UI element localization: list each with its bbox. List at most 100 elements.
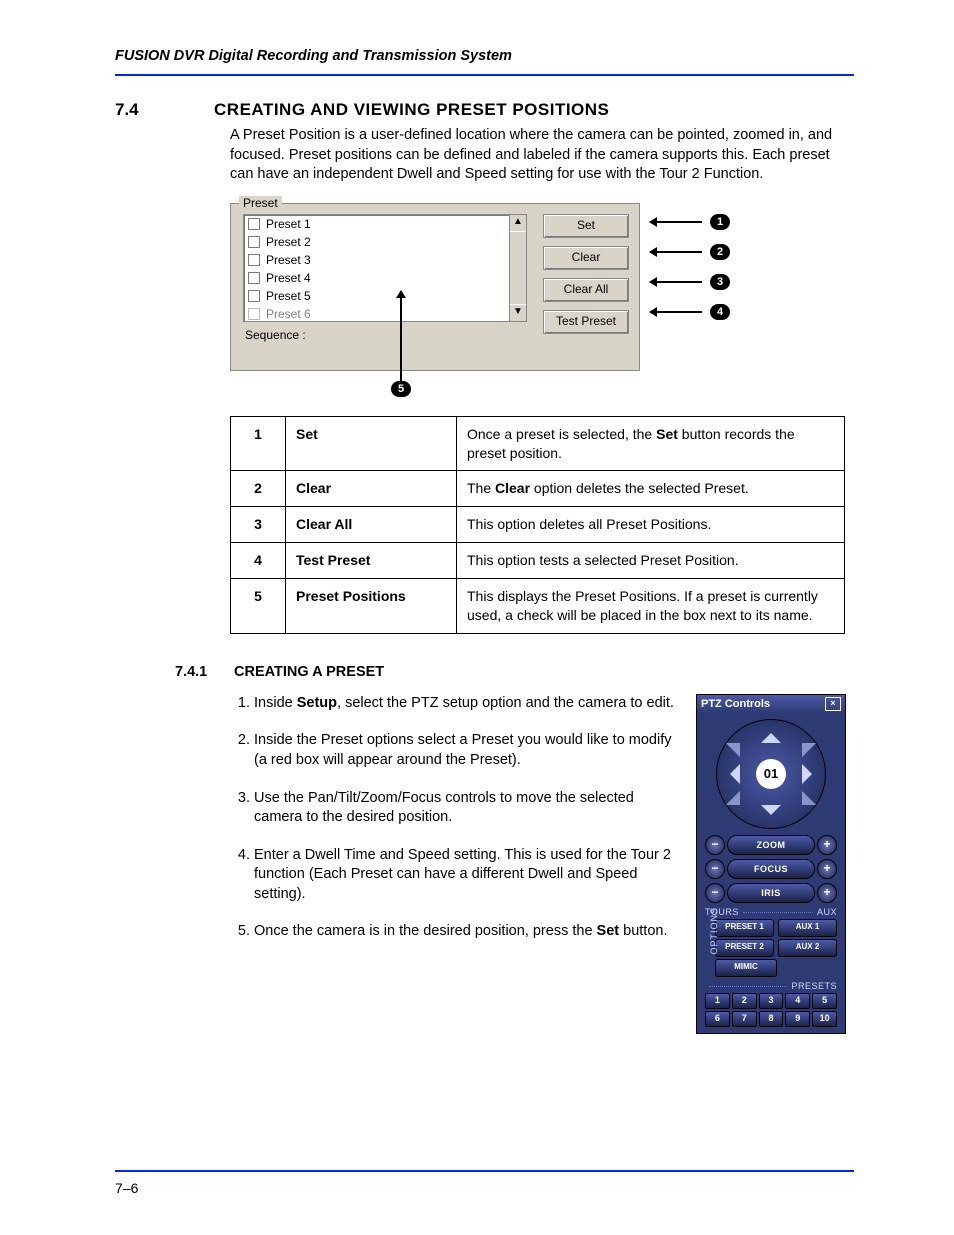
- preset-list[interactable]: Preset 1 Preset 2 Preset 3 Preset 4 Pres…: [243, 214, 527, 322]
- aux2-button[interactable]: AUX 2: [778, 939, 837, 957]
- ptz-dial: 01: [716, 719, 826, 829]
- callout-arrow: [650, 281, 702, 283]
- callout-badge: 4: [710, 304, 730, 320]
- preset-num-button[interactable]: 8: [759, 1011, 784, 1027]
- iris-close-button[interactable]: −: [705, 883, 725, 903]
- checkbox-icon[interactable]: [248, 290, 260, 302]
- preset-item-label: Preset 3: [266, 253, 311, 267]
- ptz-title: PTZ Controls: [701, 698, 770, 710]
- preset-list-item[interactable]: Preset 6: [244, 305, 526, 322]
- cell-desc: This option deletes all Preset Positions…: [457, 507, 845, 543]
- callout-arrow: [650, 311, 702, 313]
- table-row: 5 Preset Positions This displays the Pre…: [231, 579, 845, 634]
- preset-num-button[interactable]: 6: [705, 1011, 730, 1027]
- aux1-button[interactable]: AUX 1: [778, 919, 837, 937]
- zoom-out-button[interactable]: −: [705, 835, 725, 855]
- callout-badge: 2: [710, 244, 730, 260]
- cell-num: 3: [231, 507, 286, 543]
- preset-num-button[interactable]: 10: [812, 1011, 837, 1027]
- ptz-panel: PTZ Controls × 01 −ZOOM+ −FOCUS+ −IRIS+ …: [696, 694, 846, 1034]
- preset2-button[interactable]: PRESET 2: [715, 939, 774, 957]
- callout-arrow: [400, 291, 402, 383]
- focus-out-button[interactable]: −: [705, 859, 725, 879]
- preset-list-item[interactable]: Preset 4: [244, 269, 526, 287]
- preset-item-label: Preset 2: [266, 235, 311, 249]
- step-item: Inside the Preset options select a Prese…: [254, 731, 674, 770]
- iris-open-button[interactable]: +: [817, 883, 837, 903]
- checkbox-icon[interactable]: [248, 254, 260, 266]
- set-button[interactable]: Set: [543, 214, 629, 238]
- preset-num-button[interactable]: 4: [785, 993, 810, 1009]
- pan-right-icon[interactable]: [802, 764, 822, 784]
- preset-num-button[interactable]: 7: [732, 1011, 757, 1027]
- step-item: Use the Pan/Tilt/Zoom/Focus controls to …: [254, 789, 674, 828]
- cell-desc: This displays the Preset Positions. If a…: [457, 579, 845, 634]
- callout-badge: 3: [710, 274, 730, 290]
- zoom-in-button[interactable]: +: [817, 835, 837, 855]
- checkbox-icon[interactable]: [248, 218, 260, 230]
- focus-in-button[interactable]: +: [817, 859, 837, 879]
- step-item: Once the camera is in the desired positi…: [254, 922, 674, 942]
- checkbox-icon[interactable]: [248, 272, 260, 284]
- preset-table: 1 Set Once a preset is selected, the Set…: [230, 416, 845, 634]
- iris-label: IRIS: [727, 883, 815, 903]
- cell-desc: The Clear option deletes the selected Pr…: [457, 471, 845, 507]
- subsection-number: 7.4.1: [175, 664, 230, 680]
- camera-number: 01: [756, 759, 786, 789]
- preset-num-button[interactable]: 9: [785, 1011, 810, 1027]
- cell-num: 4: [231, 543, 286, 579]
- preset-num-button[interactable]: 2: [732, 993, 757, 1009]
- preset1-button[interactable]: PRESET 1: [715, 919, 774, 937]
- page-number: 7–6: [115, 1180, 138, 1196]
- pan-down-icon[interactable]: [761, 805, 781, 825]
- zoom-label: ZOOM: [727, 835, 815, 855]
- table-row: 2 Clear The Clear option deletes the sel…: [231, 471, 845, 507]
- header-rule: [115, 74, 854, 76]
- section-para: A Preset Position is a user-defined loca…: [230, 126, 854, 185]
- scroll-down-icon[interactable]: ▼: [510, 304, 526, 321]
- cell-name: Clear All: [286, 507, 457, 543]
- footer-rule: [115, 1170, 854, 1172]
- cell-name: Preset Positions: [286, 579, 457, 634]
- pan-up-icon[interactable]: [761, 723, 781, 743]
- cell-num: 2: [231, 471, 286, 507]
- callout-arrow: [650, 221, 702, 223]
- preset-num-button[interactable]: 1: [705, 993, 730, 1009]
- test-preset-button[interactable]: Test Preset: [543, 310, 629, 334]
- sequence-label: Sequence :: [245, 328, 306, 342]
- section-heading: 7.4 CREATING AND VIEWING PRESET POSITION…: [115, 100, 854, 120]
- callout-badge: 1: [710, 214, 730, 230]
- cell-desc: Once a preset is selected, the Set butto…: [457, 416, 845, 471]
- preset-list-item[interactable]: Preset 2: [244, 233, 526, 251]
- checkbox-icon[interactable]: [248, 236, 260, 248]
- subsection-title: CREATING A PRESET: [234, 664, 384, 680]
- preset-num-button[interactable]: 5: [812, 993, 837, 1009]
- callout-badge: 5: [391, 381, 411, 397]
- cell-desc: This option tests a selected Preset Posi…: [457, 543, 845, 579]
- preset-num-button[interactable]: 3: [759, 993, 784, 1009]
- mimic-button[interactable]: MIMIC: [715, 959, 777, 977]
- table-row: 3 Clear All This option deletes all Pres…: [231, 507, 845, 543]
- steps-list: Inside Setup, select the PTZ setup optio…: [230, 694, 674, 1034]
- scrollbar[interactable]: ▲ ▼: [509, 215, 526, 321]
- doc-header: FUSION DVR Digital Recording and Transmi…: [115, 48, 854, 64]
- table-row: 4 Test Preset This option tests a select…: [231, 543, 845, 579]
- table-row: 1 Set Once a preset is selected, the Set…: [231, 416, 845, 471]
- cell-num: 5: [231, 579, 286, 634]
- preset-item-label: Preset 4: [266, 271, 311, 285]
- pan-left-icon[interactable]: [720, 764, 740, 784]
- preset-grid: 1 2 3 4 5 6 7 8 9 10: [705, 993, 837, 1027]
- clear-button[interactable]: Clear: [543, 246, 629, 270]
- preset-list-item[interactable]: Preset 3: [244, 251, 526, 269]
- scroll-up-icon[interactable]: ▲: [510, 215, 526, 232]
- step-item: Enter a Dwell Time and Speed setting. Th…: [254, 846, 674, 905]
- preset-list-item[interactable]: Preset 1: [244, 215, 526, 233]
- checkbox-icon[interactable]: [248, 308, 260, 320]
- cell-num: 1: [231, 416, 286, 471]
- preset-item-label: Preset 6: [266, 307, 311, 321]
- clear-all-button[interactable]: Clear All: [543, 278, 629, 302]
- preset-list-item[interactable]: Preset 5: [244, 287, 526, 305]
- cell-name: Test Preset: [286, 543, 457, 579]
- close-icon[interactable]: ×: [825, 697, 841, 711]
- preset-legend: Preset: [239, 196, 282, 210]
